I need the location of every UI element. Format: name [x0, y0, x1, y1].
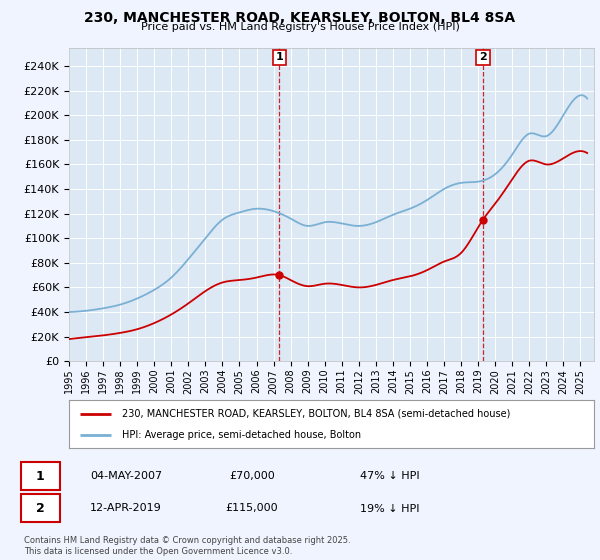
- Text: 230, MANCHESTER ROAD, KEARSLEY, BOLTON, BL4 8SA: 230, MANCHESTER ROAD, KEARSLEY, BOLTON, …: [85, 11, 515, 25]
- Text: 12-APR-2019: 12-APR-2019: [90, 503, 162, 514]
- Text: Price paid vs. HM Land Registry's House Price Index (HPI): Price paid vs. HM Land Registry's House …: [140, 22, 460, 32]
- Text: 2: 2: [479, 53, 487, 62]
- Text: 230, MANCHESTER ROAD, KEARSLEY, BOLTON, BL4 8SA (semi-detached house): 230, MANCHESTER ROAD, KEARSLEY, BOLTON, …: [121, 409, 510, 419]
- Text: 19% ↓ HPI: 19% ↓ HPI: [360, 503, 419, 514]
- Text: HPI: Average price, semi-detached house, Bolton: HPI: Average price, semi-detached house,…: [121, 430, 361, 440]
- Text: Contains HM Land Registry data © Crown copyright and database right 2025.
This d: Contains HM Land Registry data © Crown c…: [24, 536, 350, 556]
- Text: 1: 1: [275, 53, 283, 62]
- Text: 47% ↓ HPI: 47% ↓ HPI: [360, 471, 419, 481]
- Text: 2: 2: [36, 502, 44, 515]
- Text: £115,000: £115,000: [226, 503, 278, 514]
- Text: 04-MAY-2007: 04-MAY-2007: [90, 471, 162, 481]
- Text: £70,000: £70,000: [229, 471, 275, 481]
- Text: 1: 1: [36, 469, 44, 483]
